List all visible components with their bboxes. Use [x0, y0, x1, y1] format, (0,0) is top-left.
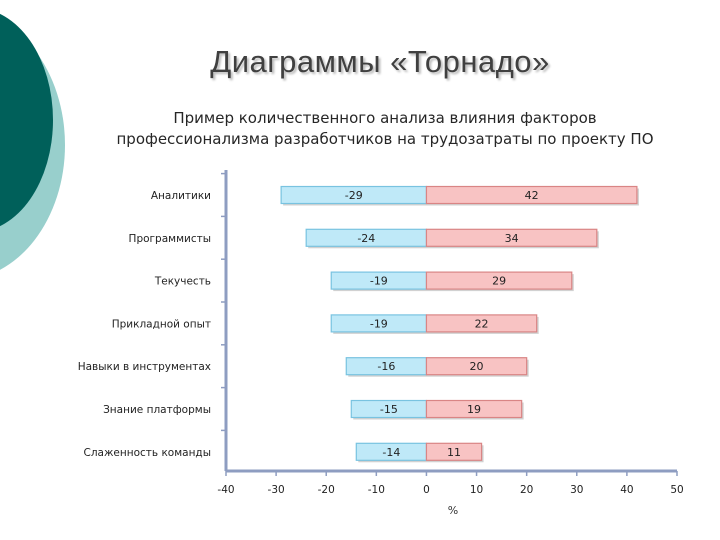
decorative-shapes [0, 0, 80, 300]
bar-positive [425, 314, 538, 333]
tornado-chart: -29 42 -24 34 -19 29 -19 22 -16 20 -15 19 -14 11 Анал… [78, 170, 684, 517]
category-label: Текучесть [154, 276, 211, 288]
x-axis-label: % [448, 504, 458, 517]
x-tick-label: 50 [670, 484, 683, 496]
category-label: Слаженность команды [83, 447, 211, 459]
data-label-positive: 11 [447, 446, 461, 459]
x-tick-label: 40 [620, 484, 633, 496]
bar-positive [425, 271, 573, 290]
data-label-positive: 20 [470, 360, 484, 373]
decorative-circles [0, 13, 65, 270]
data-label-negative: -24 [357, 232, 375, 245]
category-label: Прикладной опыт [112, 318, 211, 330]
data-label-positive: 42 [525, 189, 539, 202]
data-label-negative: -15 [380, 403, 398, 416]
x-tick-label: 30 [570, 484, 583, 496]
category-labels: Аналитики Программисты Текучесть Прикладной… [78, 190, 211, 459]
chart-axes: -40 -30 -20 -10 0 10 20 30 40 50 [217, 170, 684, 496]
x-tick-label: 20 [520, 484, 533, 496]
data-label-negative: -14 [382, 446, 400, 459]
data-label-positive: 34 [505, 232, 519, 245]
deco-dark-circle [0, 13, 53, 227]
category-label: Программисты [129, 233, 211, 245]
data-label-positive: 29 [492, 275, 506, 288]
x-tick-label: -10 [368, 484, 385, 496]
bar-positive [425, 357, 528, 376]
x-tick-label: -40 [217, 484, 234, 496]
bar-positive [425, 442, 483, 461]
subtitle-line-2: профессионализма разработчиков на трудоз… [116, 130, 654, 148]
data-label-positive: 19 [467, 403, 481, 416]
subtitle-line-1: Пример количественного анализа влияния ф… [173, 109, 597, 127]
bar-positive [425, 228, 598, 247]
x-tick-label: 0 [423, 484, 430, 496]
data-label-negative: -19 [370, 275, 388, 288]
category-label: Аналитики [151, 190, 211, 202]
x-tick-label: 10 [470, 484, 483, 496]
x-tick-label: -20 [318, 484, 335, 496]
category-label: Навыки в инструментах [78, 361, 211, 373]
slide-title: Диаграммы «Торнадо» [210, 44, 550, 79]
data-label-negative: -16 [377, 360, 395, 373]
bar-positive [425, 185, 638, 205]
data-label-negative: -19 [370, 317, 388, 330]
data-label-positive: 22 [475, 317, 489, 330]
category-label: Знание платформы [103, 404, 211, 416]
chart-bars: -29 42 -24 34 -19 29 -19 22 -16 20 -15 19 -14 11 [280, 185, 639, 463]
data-label-negative: -29 [345, 189, 363, 202]
x-tick-label: -30 [268, 484, 285, 496]
slide-subtitle: Пример количественного анализа влияния ф… [60, 108, 710, 150]
bar-positive [425, 399, 523, 419]
